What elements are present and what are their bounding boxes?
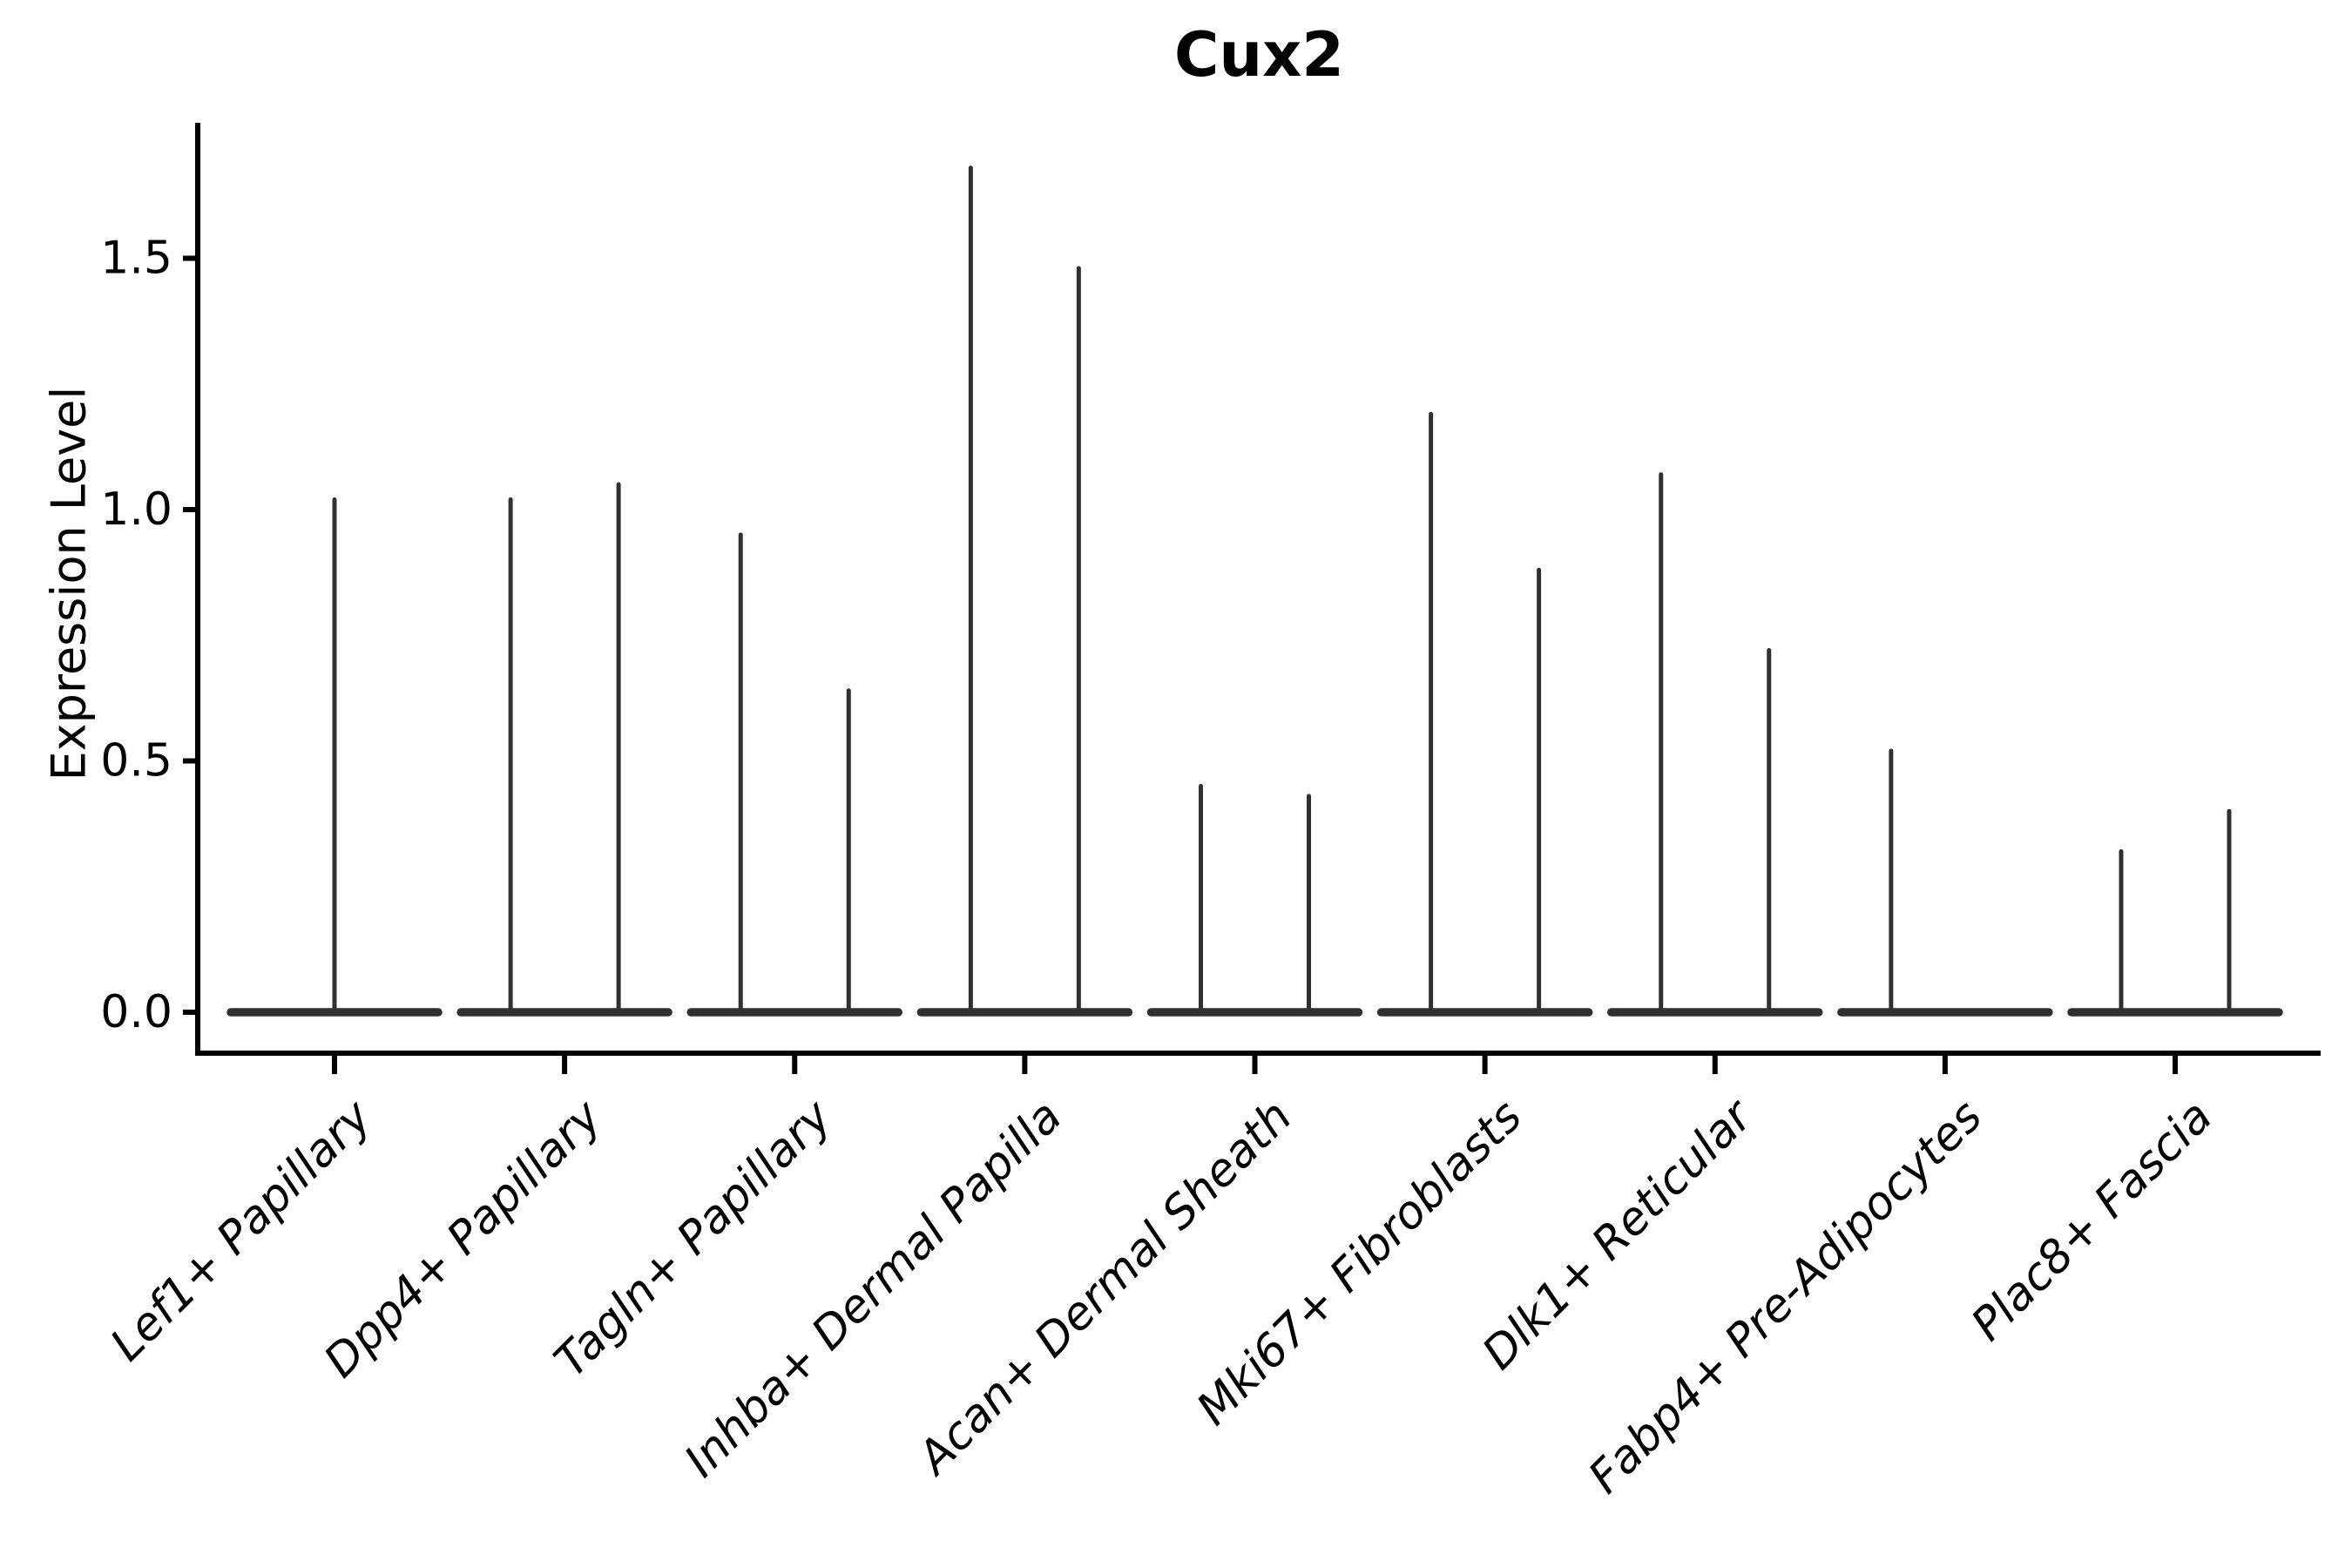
- x-tick-label: Fabp4+ Pre-Adipocytes: [1578, 1091, 1992, 1504]
- y-tick-label: 1.0: [100, 483, 172, 536]
- y-tick-label: 0.5: [100, 735, 172, 787]
- x-tick-label: Inhba+ Dermal Papilla: [675, 1091, 1072, 1488]
- y-tick-label: 1.5: [100, 233, 172, 285]
- x-tick-label: Plac8+ Fascia: [1962, 1091, 2222, 1351]
- chart-title: Cux2: [1173, 19, 1345, 91]
- x-tick-label: Acan+ Dermal Sheath: [907, 1091, 1302, 1486]
- y-tick-label: 0.0: [100, 986, 172, 1038]
